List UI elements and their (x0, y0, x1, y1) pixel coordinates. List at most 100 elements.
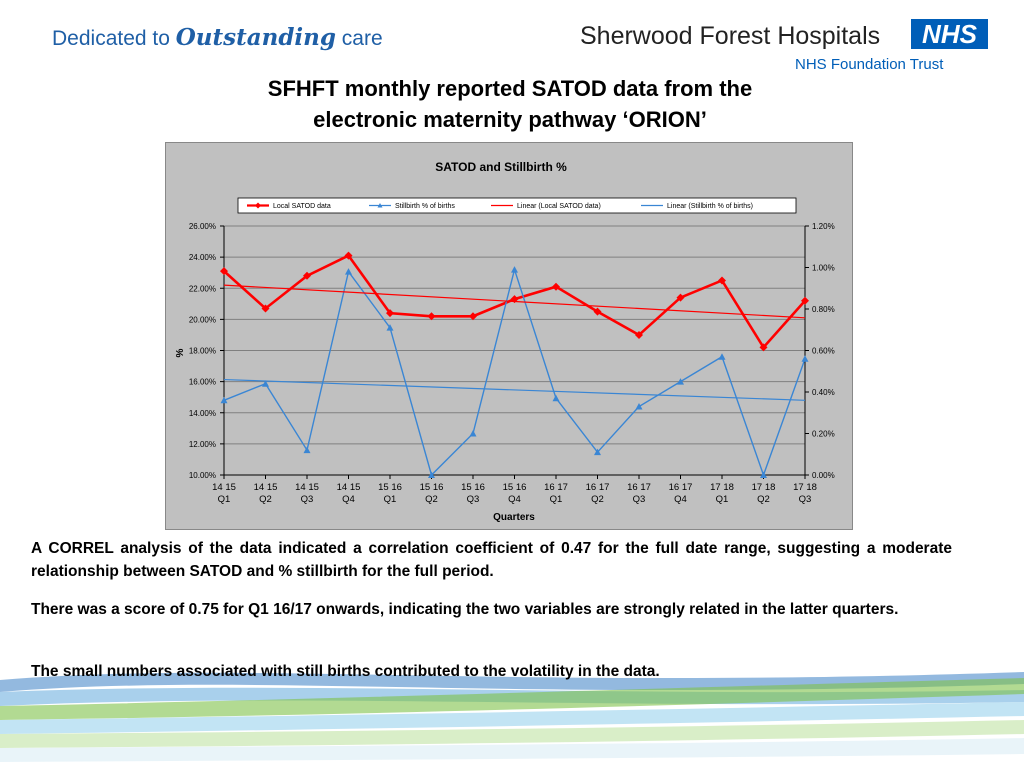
satod-point (718, 276, 726, 285)
x-axis-tick-label-year: 16 17 (669, 482, 693, 493)
stillbirth-point (801, 355, 809, 362)
x-axis-tick-label-year: 16 17 (544, 482, 568, 493)
correlation-latter-paragraph: There was a score of 0.75 for Q1 16/17 o… (31, 601, 899, 618)
satod-point (386, 309, 394, 318)
x-axis-tick-label-quarter: Q3 (467, 494, 480, 505)
legend-marker (255, 202, 261, 209)
satod-point (220, 267, 228, 276)
x-axis-tick-label-year: 14 15 (212, 482, 236, 493)
x-axis-tick-label-year: 14 15 (337, 482, 361, 493)
page-title: SFHFT monthly reported SATOD data from t… (160, 73, 860, 135)
satod-point (261, 304, 270, 313)
x-axis-tick-label-year: 16 17 (586, 482, 610, 493)
x-axis-tick-label-year: 15 16 (503, 482, 527, 493)
right-axis-tick-label: 0.80% (812, 305, 835, 314)
legend-label: Linear (Stillbirth % of births) (667, 203, 753, 210)
stillbirth-point (386, 324, 394, 331)
x-axis-tick-label-quarter: Q2 (591, 494, 604, 505)
right-axis-ticks: 0.00% 0.20% 0.40% 0.60% 0.80% 1.00% 1.20% (804, 222, 835, 480)
chart-legend: Local SATOD data Stillbirth % of births Li… (237, 197, 797, 214)
left-axis-tick-label: 26.00% (189, 222, 216, 231)
right-axis-tick-label: 0.60% (812, 347, 835, 356)
left-axis-tick-label: 18.00% (189, 347, 216, 356)
stillbirth-point (303, 446, 311, 454)
tagline-prefix: Dedicated to (52, 27, 176, 50)
gridlines (224, 225, 805, 476)
stillbirth-point (220, 396, 228, 404)
x-axis-tick-label-quarter: Q1 (716, 494, 729, 505)
satod-point (427, 312, 436, 321)
x-axis-tick-label-quarter: Q4 (508, 494, 521, 505)
organisation-name: Sherwood Forest Hospitals (580, 22, 881, 50)
x-axis-tick-label-quarter: Q3 (633, 494, 646, 505)
tagline-suffix: care (335, 27, 383, 50)
left-axis-tick-label: 14.00% (189, 409, 216, 418)
legend-label: Local SATOD data (273, 203, 331, 210)
organisation-subtitle: NHS Foundation Trust (795, 56, 944, 73)
stillbirth-point (677, 378, 684, 385)
chart-title: SATOD and Stillbirth % (435, 160, 567, 174)
satod-point (801, 296, 809, 305)
legend-label: Stillbirth % of births (395, 203, 455, 210)
y-axis-label: % (175, 348, 186, 357)
stillbirth-point (635, 403, 643, 410)
nhs-logo: NHS (911, 19, 988, 49)
page-title-line-2: electronic maternity pathway ‘ORION’ (313, 107, 707, 132)
left-axis-ticks: 10.00% 12.00% 14.00% 16.00% 18.00% 20.00% 22.0… (189, 222, 225, 480)
stillbirth-point (469, 430, 477, 437)
left-axis-tick-label: 10.00% (189, 471, 216, 480)
right-axis-tick-label: 0.40% (812, 388, 835, 397)
x-axis-tick-label-year: 17 18 (793, 482, 817, 493)
left-axis-tick-label: 20.00% (189, 315, 216, 324)
satod-point (676, 293, 685, 302)
x-axis-tick-label-year: 16 17 (627, 482, 651, 493)
stillbirth-point (594, 448, 601, 456)
x-axis-tick-label-year: 15 16 (461, 482, 485, 493)
left-axis-tick-label: 12.00% (189, 440, 216, 449)
x-axis-tick-label-quarter: Q2 (757, 494, 770, 505)
stillbirth-point (760, 471, 767, 478)
left-axis-tick-label: 24.00% (189, 253, 216, 262)
x-axis-tick-label-quarter: Q2 (425, 494, 438, 505)
left-axis-tick-label: 22.00% (189, 284, 216, 293)
x-axis-tick-label-year: 17 18 (710, 482, 734, 493)
correlation-full-paragraph: A CORREL analysis of the data indicated … (31, 540, 952, 580)
x-axis-tick-label-quarter: Q1 (550, 494, 563, 505)
stillbirth-point (718, 353, 726, 360)
x-axis-tick-label-quarter: Q4 (674, 494, 687, 505)
satod-point (759, 343, 768, 352)
series-layer (220, 251, 809, 478)
left-axis-tick-label: 16.00% (189, 378, 216, 387)
right-axis-tick-label: 0.20% (812, 430, 835, 439)
x-axis-tick-label-quarter: Q1 (384, 494, 397, 505)
legend-box (237, 197, 797, 214)
stillbirth-point (262, 380, 269, 387)
satod-stillbirth-chart: SATOD and Stillbirth % Local SATOD data S… (175, 160, 835, 523)
decorative-wave-band (0, 672, 1024, 762)
x-axis-tick-label-year: 14 15 (295, 482, 319, 493)
right-axis-tick-label: 1.20% (812, 222, 835, 231)
satod-point (469, 312, 477, 321)
trendline (223, 378, 806, 401)
right-axis-tick-label: 0.00% (812, 471, 835, 480)
stillbirth-point (552, 394, 560, 402)
stillbirth-point (345, 268, 352, 275)
x-axis-tick-label-year: 15 16 (378, 482, 402, 493)
x-axis-tick-label-quarter: Q1 (218, 494, 231, 505)
x-axis-tick-label-year: 17 18 (752, 482, 776, 493)
tagline-script: Outstanding (175, 24, 336, 51)
volatility-paragraph: The small numbers associated with still … (31, 663, 660, 680)
satod-point (344, 251, 353, 260)
page-title-line-1: SFHFT monthly reported SATOD data from t… (267, 76, 753, 101)
x-axis-tick-label-quarter: Q2 (259, 494, 272, 505)
legend-label: Linear (Local SATOD data) (517, 203, 601, 210)
trendline (223, 284, 806, 319)
satod-point (303, 271, 311, 280)
legend-marker (377, 203, 383, 208)
satod-point (552, 282, 560, 291)
x-axis-tick-label-quarter: Q3 (301, 494, 314, 505)
satod-point (635, 330, 643, 339)
stillbirth-point (511, 266, 518, 273)
x-axis-tick-label-quarter: Q4 (342, 494, 355, 505)
